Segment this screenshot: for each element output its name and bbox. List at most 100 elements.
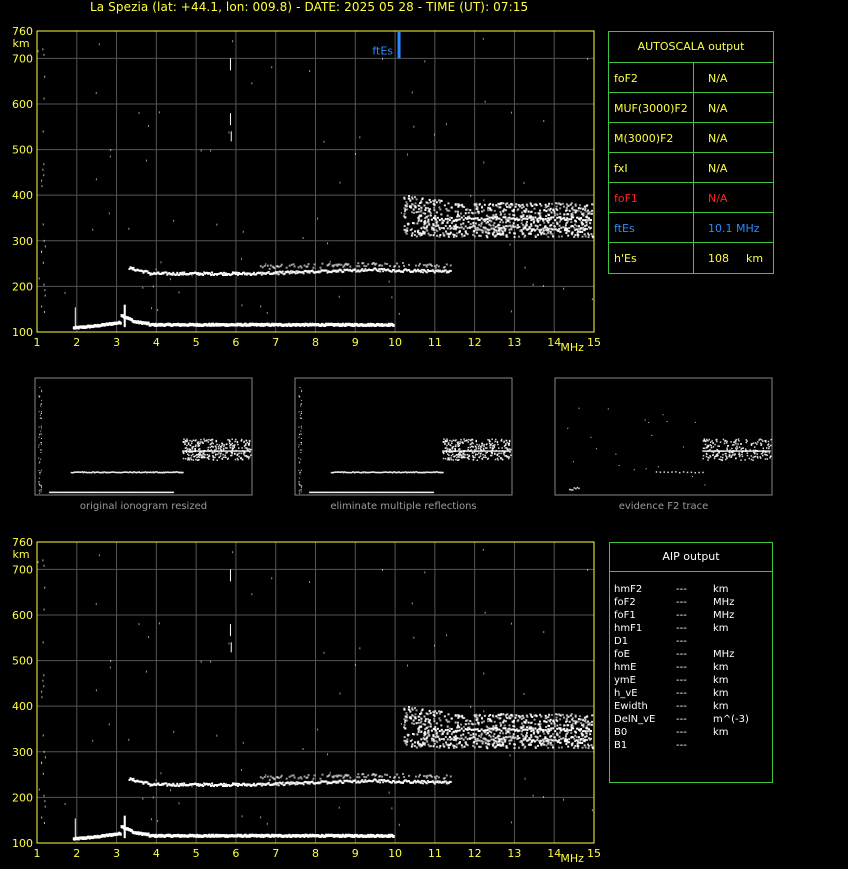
echo-point [202, 784, 205, 787]
thumbnail-point [315, 491, 317, 494]
echo-point [498, 232, 501, 235]
echo-point [74, 838, 76, 841]
echo-point [539, 742, 542, 745]
echo-point [502, 736, 505, 739]
echo-point [536, 728, 539, 731]
echo-point [271, 272, 274, 275]
thumbnail-point [112, 471, 114, 473]
thumbnail-point [38, 395, 40, 397]
echo-point [288, 264, 291, 267]
echo-point [553, 725, 556, 728]
echo-point [547, 231, 550, 234]
thumbnail-point [298, 444, 300, 446]
thumbnail-point [300, 417, 302, 419]
echo-point [528, 216, 531, 219]
echo-point [460, 734, 463, 737]
echo-point [555, 716, 558, 719]
echo-point [431, 780, 434, 783]
thumbnail-point [141, 491, 144, 494]
echo-point [509, 735, 512, 738]
echo-point [432, 234, 435, 237]
thumbnail-point [298, 396, 300, 398]
thumbnail-point [414, 471, 416, 473]
thumbnail-point [41, 389, 43, 391]
x-tick-label: 7 [272, 336, 279, 349]
echo-point [529, 231, 532, 234]
echo-point [74, 318, 76, 321]
echo-point [493, 742, 496, 745]
echo-point [536, 217, 539, 220]
echo-point [482, 37, 484, 40]
echo-point [317, 728, 319, 731]
echo-point [539, 723, 542, 726]
echo-point [560, 218, 563, 221]
thumbnail-point [119, 491, 122, 494]
echo-point [387, 268, 390, 271]
echo-point [507, 206, 510, 209]
echo-point [229, 569, 231, 582]
echo-point [504, 738, 507, 741]
echo-point [403, 197, 406, 200]
echo-point [467, 211, 470, 214]
echo-point [456, 724, 459, 727]
echo-point [343, 264, 346, 267]
thumbnail-point [298, 477, 300, 479]
thumbnail-point [404, 471, 406, 473]
echo-point [275, 783, 278, 786]
thumbnail-point [79, 491, 82, 494]
thumbnail-point [69, 491, 71, 494]
thumbnail-point [374, 491, 376, 494]
echo-point [576, 727, 579, 730]
echo-point [570, 729, 573, 732]
echo-point [454, 735, 457, 738]
thumbnail-point [446, 438, 448, 440]
echo-point [432, 223, 435, 226]
echo-point [558, 727, 561, 730]
echo-point [565, 218, 568, 221]
echo-point [426, 263, 429, 266]
thumbnail-point [178, 471, 181, 474]
echo-point [532, 729, 535, 732]
thumbnail-point [209, 443, 212, 446]
echo-point [428, 745, 431, 748]
thumbnail-point [39, 489, 41, 491]
echo-point [486, 739, 489, 742]
thumbnail-point [96, 491, 98, 494]
echo-point [43, 822, 45, 825]
echo-point [454, 224, 457, 227]
echo-point [419, 745, 422, 748]
echo-point [427, 733, 430, 736]
thumbnail-point [103, 471, 105, 473]
echo-point [585, 219, 588, 222]
echo-point [416, 733, 419, 736]
echo-point [429, 263, 432, 266]
echo-point [241, 768, 243, 771]
thumbnail-point [484, 454, 486, 457]
echo-point [359, 136, 361, 139]
echo-point [296, 782, 299, 785]
echo-point [95, 689, 97, 692]
echo-point [411, 744, 414, 747]
thumbnail-point [143, 491, 146, 494]
thumbnail-point [231, 452, 233, 455]
echo-point [402, 261, 405, 264]
echo-point [584, 224, 587, 227]
thumbnail-point [208, 455, 211, 457]
echo-point [546, 737, 549, 740]
echo-point [326, 271, 329, 274]
echo-point [432, 224, 435, 227]
thumbnail-point [163, 472, 166, 474]
echo-point [465, 232, 468, 235]
echo-point [420, 720, 423, 723]
echo-point [471, 723, 474, 726]
echo-point [475, 714, 478, 717]
echo-point [472, 233, 475, 236]
thumbnail-point [341, 471, 344, 473]
echo-point [433, 776, 436, 779]
thumbnail-point [414, 491, 417, 494]
echo-point [532, 739, 535, 742]
echo-point [299, 265, 302, 268]
echo-point [478, 202, 481, 205]
thumbnail-point [429, 471, 431, 474]
echo-point [466, 726, 469, 729]
